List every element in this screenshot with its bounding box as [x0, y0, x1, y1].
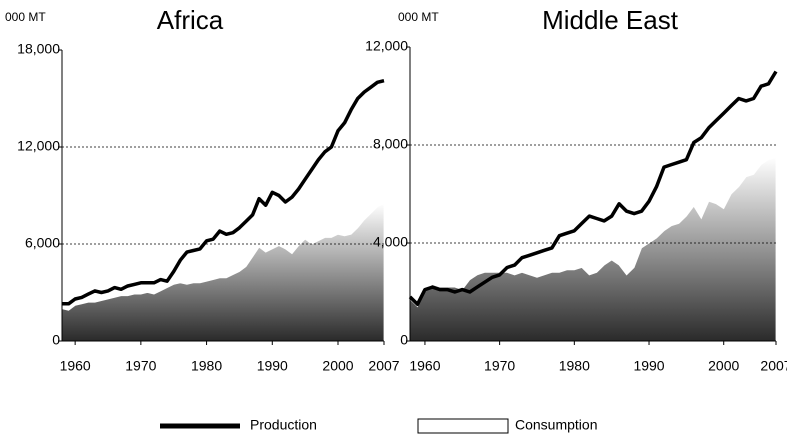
y-tick-label: 4,000: [373, 234, 408, 250]
y-tick-label: 12,000: [365, 38, 408, 54]
legend-label: Consumption: [515, 417, 598, 433]
y-tick-label: 12,000: [17, 138, 60, 154]
chart-title: Middle East: [542, 5, 679, 35]
y-tick-label: 18,000: [17, 41, 60, 57]
x-tick-label: 2007: [760, 358, 787, 374]
x-tick-label: 1990: [257, 358, 288, 374]
y-axis-label: 000 MT: [398, 10, 439, 24]
area: [61, 202, 385, 342]
legend: Production Consumption: [160, 417, 598, 434]
legend-label: Production: [250, 417, 317, 433]
x-tick-label: 2007: [368, 358, 399, 374]
y-tick-label: 8,000: [373, 136, 408, 152]
x-tick-label: 1980: [559, 358, 590, 374]
x-tick-label: 1990: [633, 358, 664, 374]
chart-title: Africa: [157, 5, 224, 35]
x-tick-label: 1970: [484, 358, 515, 374]
line: [62, 78, 385, 306]
x-tick-label: 1970: [125, 358, 156, 374]
line: [408, 70, 778, 307]
x-tick-label: 1960: [409, 358, 440, 374]
legend-swatch: [417, 418, 509, 434]
y-tick-label: 6,000: [25, 235, 60, 251]
area: [409, 156, 777, 342]
y-tick-label: 0: [400, 332, 408, 348]
x-tick-label: 1980: [191, 358, 222, 374]
y-axis-label: 000 MT: [5, 10, 46, 24]
y-tick-label: 0: [52, 332, 60, 348]
x-tick-label: 1960: [60, 358, 91, 374]
x-tick-label: 2000: [322, 358, 353, 374]
x-tick-label: 2000: [708, 358, 739, 374]
